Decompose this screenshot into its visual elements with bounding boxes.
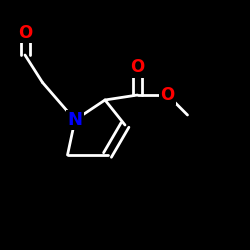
Text: N: N: [68, 111, 82, 129]
Text: O: O: [18, 24, 32, 42]
Text: O: O: [160, 86, 174, 104]
Text: O: O: [130, 58, 144, 76]
